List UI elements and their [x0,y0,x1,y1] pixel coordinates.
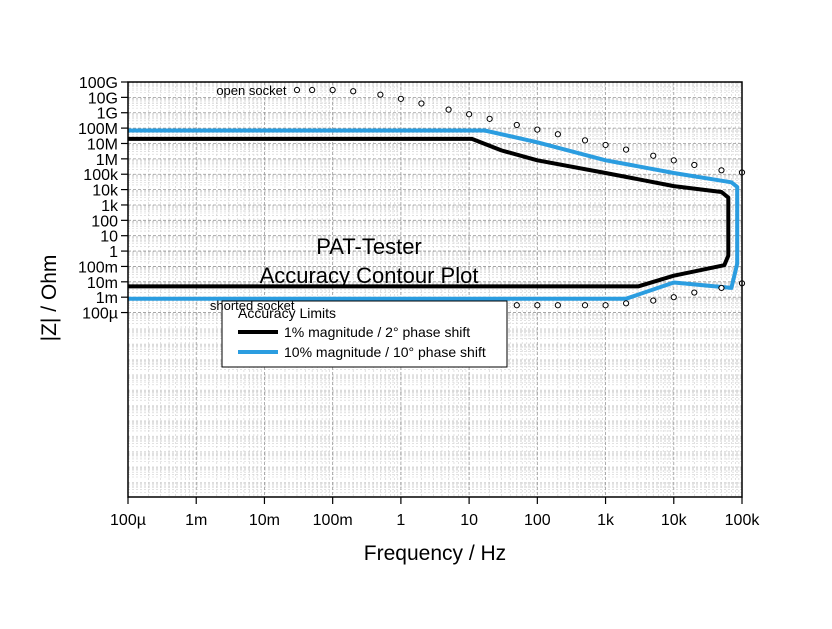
data-point-open-socket [534,126,541,133]
y-tick-label: 1k [101,198,119,215]
x-tick-label: 1m [185,512,207,529]
annotation-open-socket: open socket [216,83,286,98]
data-point-open-socket [293,86,301,94]
data-point-shorted-socket [534,302,541,309]
x-tick-label: 100 [524,512,551,529]
data-point-open-socket [554,131,561,138]
data-point-open-socket [581,137,589,144]
x-tick-label: 100k [725,512,761,529]
y-tick-label: 10 [100,229,118,246]
data-point-open-socket [513,121,520,129]
data-point-open-socket [445,106,452,113]
data-point-shorted-socket [670,294,677,301]
data-point-open-socket [418,100,425,107]
y-axis-title: |Z| / Ohm [38,255,61,342]
y-tick-label: 100m [78,259,118,276]
data-point-shorted-socket [718,284,725,292]
data-point-shorted-socket [513,302,520,309]
data-point-open-socket [486,115,493,122]
data-point-open-socket [670,157,677,164]
y-tick-label: 10G [88,90,118,107]
data-point-open-socket [650,152,657,159]
x-tick-label: 100µ [110,512,146,529]
x-tick-label: 10k [661,512,688,529]
data-point-open-socket [350,88,357,95]
data-point-open-socket [329,86,336,94]
x-tick-label: 10 [460,512,478,529]
data-point-open-socket [309,86,316,94]
x-axis-title: Frequency / Hz [364,542,506,565]
y-tick-label: 10M [87,136,118,153]
chart-title-line-2: Accuracy Contour Plot [260,263,479,288]
y-tick-label: 100M [78,121,118,138]
data-point-open-socket [466,111,473,118]
y-tick-label: 100 [91,213,118,230]
y-tick-label: 100k [83,167,119,184]
data-point-shorted-socket [650,297,657,304]
data-point-open-socket [622,146,630,153]
x-tick-label: 100m [313,512,353,529]
x-tick-label: 1k [597,512,615,529]
y-tick-label: 1G [97,106,118,123]
legend-label-10pct: 10% magnitude / 10° phase shift [284,344,486,360]
data-point-open-socket [602,141,609,149]
y-tick-label: 100G [79,75,118,92]
y-tick-label: 1M [96,152,118,169]
tick-marks [121,81,743,504]
x-tick-label: 1 [396,512,405,529]
series-line-10pct [128,128,740,301]
data-point-shorted-socket [581,302,589,309]
data-point-shorted-socket [554,302,561,309]
data-point-shorted-socket [602,302,609,309]
grid [127,81,743,497]
y-tick-label: 1m [96,290,118,307]
tick-labels: 100µ 1m 10m 100m 1 10 100 1k 10k 100k100G10G1G100… [78,75,760,529]
chart-title-line-1: PAT-Tester [316,234,422,259]
x-tick-label: 10m [249,512,280,529]
data-point-open-socket [718,167,725,174]
data-point-open-socket [377,91,384,98]
data-point-open-socket [691,161,698,169]
data-point-shorted-socket [691,289,698,296]
y-tick-label: 100µ [82,306,118,323]
y-tick-label: 10k [92,183,119,200]
legend: Accuracy Limits 1% magnitude / 2° phase … [221,300,508,368]
legend-label-1pct: 1% magnitude / 2° phase shift [284,324,470,340]
series-line-1pct [128,136,731,289]
data-point-shorted-socket [622,300,630,307]
y-tick-label: 1 [109,244,118,261]
plot-frame [127,81,743,498]
y-tick-label: 10m [87,275,118,292]
annotation-shorted-socket: shorted socket [210,298,295,313]
data-point-open-socket [397,95,404,102]
legend-title: Accuracy Limits [238,305,336,321]
